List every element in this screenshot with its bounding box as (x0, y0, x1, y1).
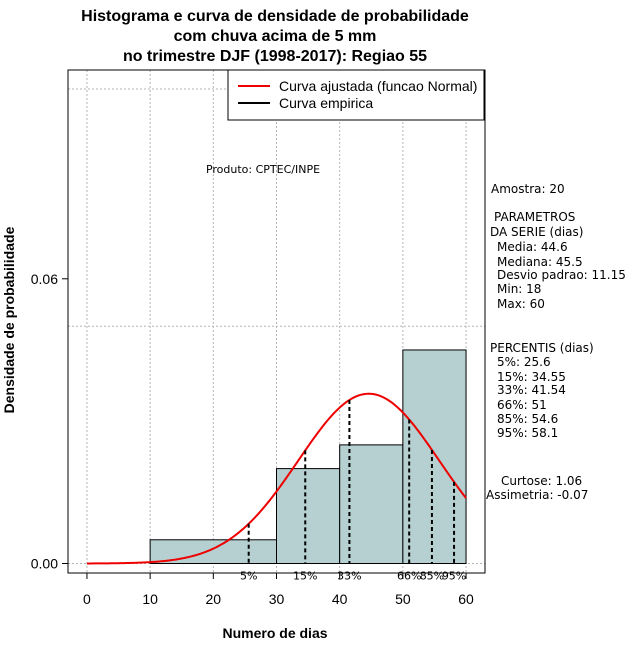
axes: 0 10 20 30 40 50 60 0.00 0.06 (31, 271, 474, 607)
x-tick-label: 30 (269, 591, 285, 607)
chart-title: Histograma e curva de densidade de proba… (81, 8, 469, 65)
stat-media: Media: 44.6 (497, 240, 568, 254)
stat-desvio: Desvio padrao: 11.15 (497, 268, 626, 282)
stat-max: Max: 60 (497, 297, 545, 311)
stat-p66: 66%: 51 (497, 398, 547, 412)
normal-curve-layer (86, 392, 467, 565)
legend-label-empirical: Curva empirica (279, 95, 373, 111)
percentile-label: 85% (420, 570, 444, 583)
y-axis-title: Densidade de probabilidade (1, 226, 17, 413)
stat-percentis-header: PERCENTIS (dias) (490, 341, 594, 355)
legend-box (227, 69, 485, 121)
percentile-label: 66% (397, 570, 421, 583)
percentile-label: 95% (442, 570, 466, 583)
legend: Curva ajustada (funcao Normal) Curva emp… (227, 69, 485, 121)
title-line-1: Histograma e curva de densidade de proba… (81, 8, 469, 25)
stat-p85: 85%: 54.6 (497, 412, 558, 426)
x-tick-label: 10 (142, 591, 158, 607)
histogram-bar (339, 444, 404, 565)
legend-label-normal: Curva ajustada (funcao Normal) (279, 78, 477, 94)
y-tick-label: 0.00 (31, 556, 58, 572)
x-axis-title: Numero de dias (222, 625, 327, 641)
x-tick-label: 40 (332, 591, 348, 607)
title-line-2: com chuva acima de 5 mm (174, 28, 377, 45)
stat-p95: 95%: 58.1 (497, 426, 558, 440)
stat-p15: 15%: 34.55 (497, 370, 566, 384)
stat-param-header-2: DA SERIE (dias) (490, 225, 583, 239)
normal-curve (86, 392, 467, 565)
stat-p33: 33%: 41.54 (497, 383, 566, 397)
stats-panel: Amostra: 20 PARAMETROS DA SERIE (dias) M… (486, 182, 626, 502)
percentile-label: 15% (293, 570, 317, 583)
stat-param-header-1: PARAMETROS (494, 210, 575, 224)
histogram-bar (402, 349, 467, 565)
percentile-label: 5% (240, 570, 257, 583)
title-line-3: no trimestre DJF (1998-2017): Regiao 55 (123, 48, 427, 65)
y-tick-label: 0.06 (31, 271, 58, 287)
histogram-bars (149, 349, 467, 565)
x-tick-label: 60 (458, 591, 474, 607)
x-tick-label: 50 (395, 591, 411, 607)
stat-assimetria: Assimetria: -0.07 (486, 488, 588, 502)
stat-amostra: Amostra: 20 (491, 182, 565, 196)
percentile-label: 33% (337, 570, 361, 583)
stat-p5: 5%: 25.6 (497, 355, 551, 369)
product-annotation: Produto: CPTEC/INPE (206, 163, 320, 176)
x-tick-label: 0 (83, 591, 91, 607)
stat-min: Min: 18 (497, 282, 541, 296)
x-tick-label: 20 (206, 591, 222, 607)
histogram-bar (276, 468, 341, 565)
stat-curtose: Curtose: 1.06 (501, 474, 582, 488)
stat-mediana: Mediana: 45.5 (497, 255, 583, 269)
